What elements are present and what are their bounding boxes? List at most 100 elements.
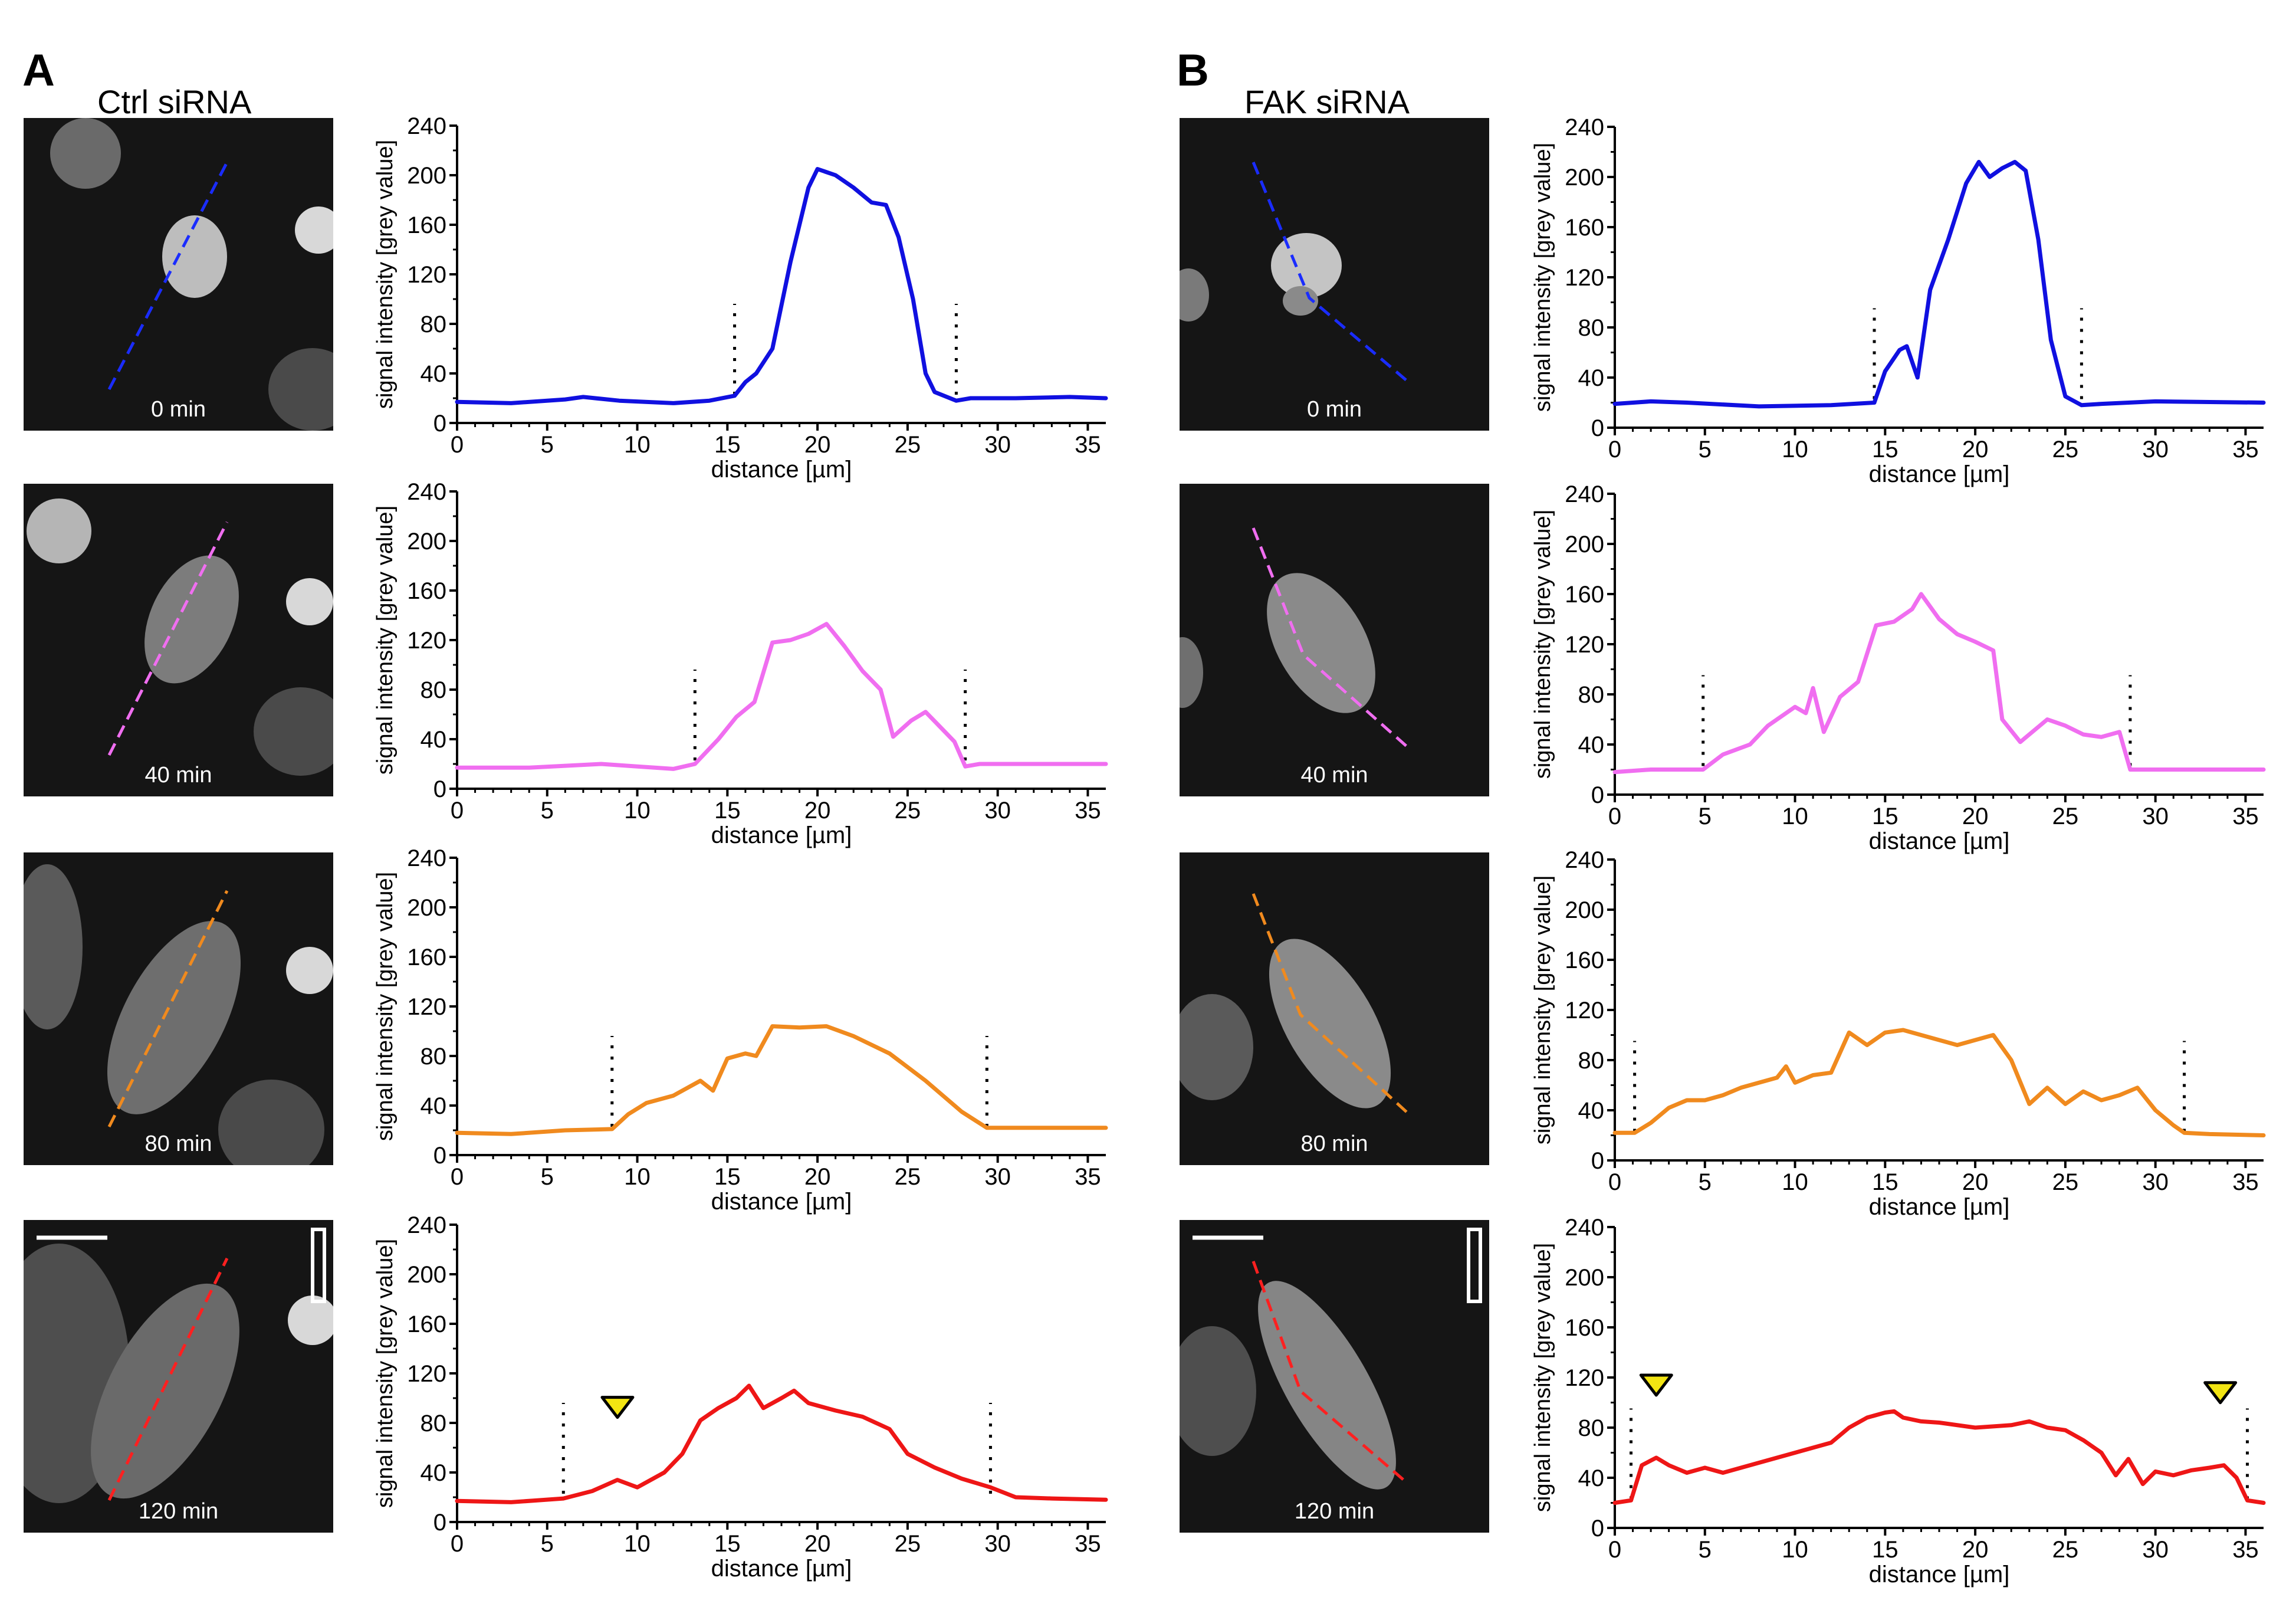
x-tick-label: 30 bbox=[984, 1164, 1011, 1190]
time-label: 120 min bbox=[138, 1499, 219, 1524]
chart-b0: 0 5 10 15 20 25 30 35 0 40 80 120 160 200 240 distance … bbox=[1530, 114, 2266, 487]
time-label: 120 min bbox=[1294, 1499, 1375, 1524]
x-tick-label: 25 bbox=[2052, 437, 2079, 463]
x-axis-label: distance [µm] bbox=[711, 822, 852, 848]
time-label: 40 min bbox=[144, 763, 212, 788]
x-tick-label: 15 bbox=[714, 432, 741, 458]
panel-letter-a: A bbox=[22, 45, 55, 96]
y-tick-label: 240 bbox=[1565, 114, 1604, 140]
y-tick-label: 0 bbox=[1591, 1148, 1604, 1174]
x-tick-label: 30 bbox=[984, 1531, 1011, 1557]
x-tick-label: 0 bbox=[1608, 803, 1621, 829]
x-tick-label: 30 bbox=[984, 432, 1011, 458]
y-tick-label: 0 bbox=[433, 1510, 446, 1536]
y-tick-label: 0 bbox=[433, 776, 446, 802]
x-tick-label: 10 bbox=[1782, 803, 1808, 829]
x-tick-label: 25 bbox=[2052, 1537, 2079, 1563]
x-axis-label: distance [µm] bbox=[711, 1556, 852, 1582]
y-tick-label: 240 bbox=[407, 113, 446, 139]
y-tick-label: 80 bbox=[421, 677, 447, 703]
y-tick-label: 0 bbox=[433, 411, 446, 437]
y-tick-label: 0 bbox=[1591, 1516, 1604, 1541]
x-tick-label: 0 bbox=[451, 798, 464, 824]
x-tick-label: 15 bbox=[714, 1531, 741, 1557]
intensity-scale bbox=[311, 1228, 326, 1303]
y-tick-label: 240 bbox=[407, 479, 446, 505]
y-axis-label: signal intensity [grey value] bbox=[1530, 1243, 1555, 1512]
x-tick-label: 5 bbox=[541, 1531, 554, 1557]
x-axis-label: distance [µm] bbox=[711, 1189, 852, 1215]
x-tick-label: 30 bbox=[2142, 437, 2169, 463]
x-tick-label: 0 bbox=[1608, 1537, 1621, 1563]
x-tick-label: 20 bbox=[804, 432, 831, 458]
x-tick-label: 10 bbox=[624, 1531, 651, 1557]
cell-image-b-0min: 0 min bbox=[1180, 118, 1489, 431]
y-tick-label: 40 bbox=[1578, 365, 1605, 391]
x-tick-label: 10 bbox=[1782, 437, 1808, 463]
x-tick-label: 35 bbox=[1075, 1531, 1101, 1557]
y-tick-label: 40 bbox=[421, 1093, 447, 1119]
y-tick-label: 160 bbox=[407, 578, 446, 604]
y-tick-label: 80 bbox=[1578, 682, 1605, 708]
x-tick-label: 30 bbox=[2142, 1537, 2169, 1563]
x-tick-label: 15 bbox=[714, 798, 741, 824]
y-tick-label: 200 bbox=[1565, 897, 1604, 923]
time-label: 40 min bbox=[1300, 763, 1368, 788]
x-axis-label: distance [µm] bbox=[1869, 828, 2010, 854]
condition-label-ctrl: Ctrl siRNA bbox=[97, 83, 252, 120]
x-tick-label: 20 bbox=[1962, 437, 1989, 463]
series-line bbox=[455, 1383, 1108, 1504]
x-tick-label: 20 bbox=[1962, 1169, 1989, 1195]
y-axis-label: signal intensity [grey value] bbox=[1530, 143, 1555, 412]
chart-a40: 0 5 10 15 20 25 30 35 0 40 80 120 160 200 240 distance … bbox=[373, 479, 1108, 848]
y-tick-label: 160 bbox=[1565, 1315, 1604, 1341]
y-tick-label: 80 bbox=[421, 1411, 447, 1436]
cell-image-b-120min: 120 min bbox=[1180, 1220, 1489, 1533]
chart-b120: 0 5 10 15 20 25 30 35 0 40 80 120 160 200 240 distance … bbox=[1530, 1215, 2266, 1588]
x-tick-label: 10 bbox=[624, 798, 651, 824]
series-line bbox=[1612, 160, 2266, 409]
y-tick-label: 240 bbox=[1565, 481, 1604, 507]
y-tick-label: 240 bbox=[1565, 847, 1604, 873]
y-tick-label: 40 bbox=[1578, 1098, 1605, 1124]
x-tick-label: 20 bbox=[804, 1531, 831, 1557]
x-tick-label: 15 bbox=[714, 1164, 741, 1190]
x-tick-label: 30 bbox=[2142, 803, 2169, 829]
x-tick-label: 35 bbox=[2232, 437, 2259, 463]
y-tick-label: 160 bbox=[1565, 215, 1604, 241]
x-tick-label: 30 bbox=[2142, 1169, 2169, 1195]
series-line bbox=[1612, 592, 2266, 775]
y-tick-label: 80 bbox=[1578, 1415, 1605, 1441]
x-tick-label: 5 bbox=[1699, 1169, 1712, 1195]
series-line bbox=[455, 167, 1108, 405]
x-tick-label: 15 bbox=[1872, 1169, 1898, 1195]
time-label: 0 min bbox=[151, 397, 206, 422]
x-tick-label: 5 bbox=[1699, 437, 1712, 463]
y-tick-label: 240 bbox=[407, 1212, 446, 1238]
cell-image-a-0min: 0 min bbox=[24, 118, 333, 431]
y-tick-label: 40 bbox=[1578, 732, 1605, 758]
y-tick-label: 200 bbox=[407, 529, 446, 555]
x-tick-label: 0 bbox=[451, 432, 464, 458]
y-tick-label: 160 bbox=[1565, 582, 1604, 608]
cell-image-b-80min: 80 min bbox=[1180, 852, 1489, 1165]
y-tick-label: 200 bbox=[407, 895, 446, 921]
x-tick-label: 25 bbox=[895, 798, 921, 824]
x-axis-label: distance [µm] bbox=[1869, 1562, 2010, 1588]
x-tick-label: 20 bbox=[804, 1164, 831, 1190]
x-tick-label: 25 bbox=[2052, 803, 2079, 829]
x-tick-label: 0 bbox=[451, 1164, 464, 1190]
x-tick-label: 25 bbox=[2052, 1169, 2079, 1195]
x-tick-label: 15 bbox=[1872, 1537, 1898, 1563]
cell-image-b-40min: 40 min bbox=[1180, 484, 1489, 796]
y-axis-label: signal intensity [grey value] bbox=[373, 872, 398, 1141]
x-tick-label: 15 bbox=[1872, 803, 1898, 829]
x-tick-label: 35 bbox=[2232, 803, 2259, 829]
y-tick-label: 160 bbox=[407, 1311, 446, 1337]
x-tick-label: 10 bbox=[624, 1164, 651, 1190]
arrowhead-marker bbox=[1639, 1373, 1673, 1397]
y-axis-label: signal intensity [grey value] bbox=[373, 1239, 398, 1508]
panel-letter-b: B bbox=[1177, 45, 1209, 96]
